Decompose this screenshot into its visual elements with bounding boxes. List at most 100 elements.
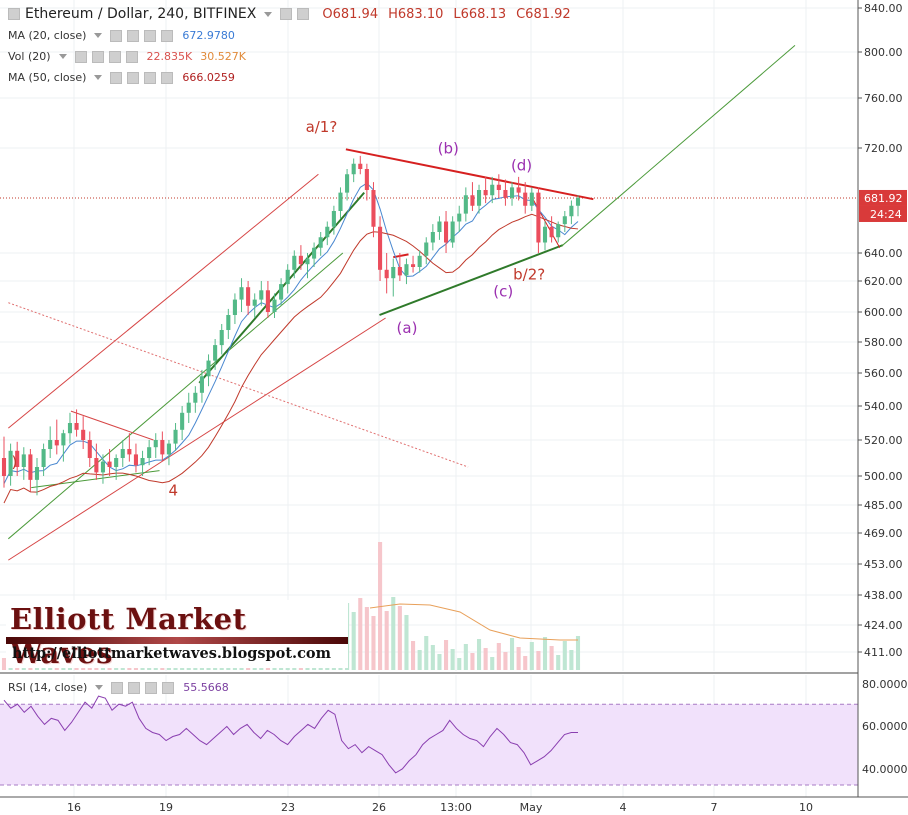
price-tick-label: 560.00: [864, 367, 903, 380]
price-tick-label: 840.00: [864, 2, 903, 15]
candle-body: [371, 190, 376, 227]
candle-body: [338, 192, 343, 211]
candle-body: [562, 216, 567, 225]
gear-icon[interactable]: [128, 681, 141, 694]
ma20-label: MA (20, close): [8, 29, 87, 42]
volume-bar: [364, 607, 369, 670]
ohlc-close: C681.92: [516, 6, 571, 22]
rsi-label: RSI (14, close): [8, 681, 88, 694]
ohlc-high: H683.10: [388, 6, 444, 22]
countdown-badge: [859, 205, 907, 222]
price-tick-label: 438.00: [864, 589, 903, 602]
triangle-upper-line: [345, 148, 594, 201]
candle-body: [318, 237, 323, 248]
projection-green: [560, 45, 796, 247]
volume-bar: [450, 649, 455, 670]
volume-ma-line: [369, 603, 578, 641]
volume-bar: [411, 641, 416, 670]
candle-body: [120, 449, 125, 458]
more-icon[interactable]: [162, 681, 175, 694]
candle-body: [305, 258, 310, 265]
eye-icon[interactable]: [74, 50, 87, 63]
candle-body: [496, 184, 501, 190]
gear-icon[interactable]: [127, 29, 140, 42]
candle-body: [490, 184, 495, 196]
wave-label: a/1?: [306, 118, 338, 136]
candle-body: [331, 211, 336, 227]
vol-label: Vol (20): [8, 50, 51, 63]
price-badge: [859, 189, 907, 206]
candle-body: [34, 467, 40, 480]
candle-body: [28, 454, 33, 480]
close-icon[interactable]: [108, 50, 121, 63]
eye-icon[interactable]: [111, 681, 124, 694]
moving-averages: [3, 182, 579, 641]
candle-body: [15, 450, 20, 467]
price-tick-label: 600.00: [864, 306, 903, 319]
eye-icon[interactable]: [110, 29, 123, 42]
candle-body: [67, 423, 73, 434]
wave-label: ): [11, 453, 17, 471]
drawings: [7, 45, 796, 561]
chevron-down-icon[interactable]: [94, 75, 103, 80]
gear-icon[interactable]: [91, 50, 104, 63]
close-icon[interactable]: [145, 681, 158, 694]
candle-body: [391, 267, 396, 279]
channel-upper: [8, 173, 319, 429]
ohlc-open: O681.94: [322, 6, 379, 22]
volume-bar: [351, 612, 356, 670]
wave-label: 4: [169, 481, 179, 499]
main-legend: Ethereum / Dollar, 240, BITFINEX O681.94…: [8, 6, 571, 22]
close-icon[interactable]: [144, 71, 157, 84]
volume-bar: [542, 637, 548, 670]
time-tick-label: 23: [281, 801, 295, 814]
candle-body: [133, 454, 138, 466]
eye-icon[interactable]: [280, 8, 293, 20]
volume-bar: [430, 645, 435, 670]
time-tick-label: May: [520, 801, 543, 814]
candle-body: [470, 195, 475, 206]
candle-body: [147, 447, 152, 458]
candle-body: [358, 163, 363, 169]
volume-bar: [470, 653, 475, 670]
candle-body: [186, 402, 191, 413]
candle-body: [8, 450, 13, 476]
candle-body: [503, 190, 508, 198]
more-icon[interactable]: [125, 50, 138, 63]
gear-icon[interactable]: [127, 71, 140, 84]
countdown-label: 24:24: [870, 208, 902, 221]
chevron-down-icon[interactable]: [264, 11, 273, 17]
volume-bar: [378, 542, 383, 670]
chevron-down-icon[interactable]: [58, 54, 67, 59]
eye-icon[interactable]: [110, 71, 123, 84]
collapse-icon[interactable]: [8, 8, 20, 20]
wave-labels: a/1? (b) (d) b/2?(c) (a) 4): [11, 118, 545, 500]
candle-body: [114, 458, 119, 467]
candle-body: [430, 232, 435, 243]
channel-lower-red: [8, 317, 386, 561]
vol-legend: Vol (20) 22.835K 30.527K: [8, 50, 246, 63]
volume-bar: [391, 597, 396, 670]
more-icon[interactable]: [161, 71, 174, 84]
candle-body: [378, 226, 383, 270]
close-icon[interactable]: [144, 29, 157, 42]
chevron-down-icon[interactable]: [94, 33, 103, 38]
ma50-value: 666.0259: [182, 71, 235, 84]
candle-body: [166, 443, 171, 455]
volume-bar: [397, 606, 402, 670]
gear-icon[interactable]: [297, 8, 310, 20]
candle-body: [298, 255, 303, 265]
ma50-line: [3, 213, 579, 504]
chevron-down-icon[interactable]: [95, 685, 104, 690]
rsi-line: [3, 695, 578, 774]
rsi-band: [0, 704, 858, 785]
more-icon[interactable]: [161, 29, 174, 42]
candle-body: [312, 247, 317, 259]
volume-bar: [358, 598, 363, 670]
time-tick-label: 26: [372, 801, 386, 814]
rsi-tick-label: 80.0000: [862, 678, 908, 691]
logo-banner: Elliott Market Waves http://elliottmarke…: [6, 600, 348, 668]
candle-body: [397, 267, 402, 276]
